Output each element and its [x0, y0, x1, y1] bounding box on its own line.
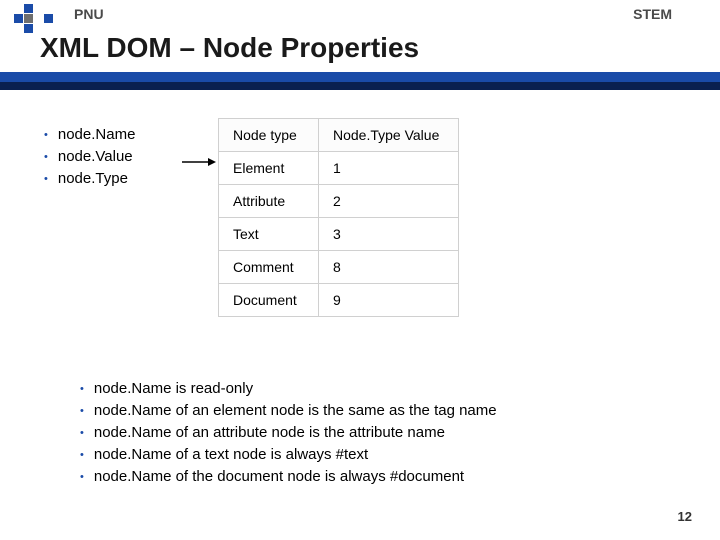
- bullet-icon: •: [44, 173, 48, 185]
- list-item: • node.Name of the document node is alway…: [80, 466, 497, 488]
- bullet-icon: •: [44, 129, 48, 141]
- table-cell: 9: [319, 284, 459, 317]
- table-cell: Comment: [219, 251, 319, 284]
- logo-icon: [14, 4, 63, 33]
- table-row: Document9: [219, 284, 459, 317]
- table-header-cell: Node type: [219, 119, 319, 152]
- table-header-row: Node type Node.Type Value: [219, 119, 459, 152]
- table-cell: Element: [219, 152, 319, 185]
- table-row: Element1: [219, 152, 459, 185]
- bullet-icon: •: [80, 405, 84, 417]
- list-item: • node.Name of an attribute node is the a…: [80, 422, 497, 444]
- list-item: • node.Type: [44, 168, 135, 190]
- list-item: • node.Value: [44, 146, 135, 168]
- table-cell: 1: [319, 152, 459, 185]
- bullet-icon: •: [80, 471, 84, 483]
- list-item-label: node.Value: [58, 148, 133, 165]
- list-item-label: node.Name is read-only: [94, 380, 253, 397]
- table-row: Attribute2: [219, 185, 459, 218]
- list-item-label: node.Name of an attribute node is the at…: [94, 424, 445, 441]
- table-row: Text3: [219, 218, 459, 251]
- bullet-icon: •: [80, 427, 84, 439]
- title-underline-bar: [0, 72, 720, 90]
- arrow-right-icon: [182, 156, 216, 168]
- table-cell: 3: [319, 218, 459, 251]
- list-item-label: node.Type: [58, 170, 128, 187]
- table-cell: Text: [219, 218, 319, 251]
- list-item-label: node.Name of a text node is always #text: [94, 446, 368, 463]
- list-item-label: node.Name of an element node is the same…: [94, 402, 497, 419]
- list-item: • node.Name of a text node is always #tex…: [80, 444, 497, 466]
- header-left-label: PNU: [74, 6, 104, 22]
- list-item-label: node.Name of the document node is always…: [94, 468, 464, 485]
- header-right-label: STEM: [633, 6, 672, 22]
- list-item-label: node.Name: [58, 126, 136, 143]
- list-item: • node.Name: [44, 124, 135, 146]
- page-title: XML DOM – Node Properties: [40, 32, 419, 64]
- table-header-cell: Node.Type Value: [319, 119, 459, 152]
- properties-list: • node.Name • node.Value • node.Type: [44, 124, 135, 190]
- page-number: 12: [678, 509, 692, 524]
- list-item: • node.Name is read-only: [80, 378, 497, 400]
- table-cell: Attribute: [219, 185, 319, 218]
- list-item: • node.Name of an element node is the sam…: [80, 400, 497, 422]
- table-cell: 8: [319, 251, 459, 284]
- node-type-table: Node type Node.Type Value Element1 Attri…: [218, 118, 459, 317]
- table-cell: 2: [319, 185, 459, 218]
- table-row: Comment8: [219, 251, 459, 284]
- bullet-icon: •: [80, 383, 84, 395]
- bullet-icon: •: [44, 151, 48, 163]
- header-bar: PNU STEM: [0, 0, 720, 28]
- bullet-icon: •: [80, 449, 84, 461]
- table-cell: Document: [219, 284, 319, 317]
- notes-list: • node.Name is read-only • node.Name of an…: [80, 378, 497, 488]
